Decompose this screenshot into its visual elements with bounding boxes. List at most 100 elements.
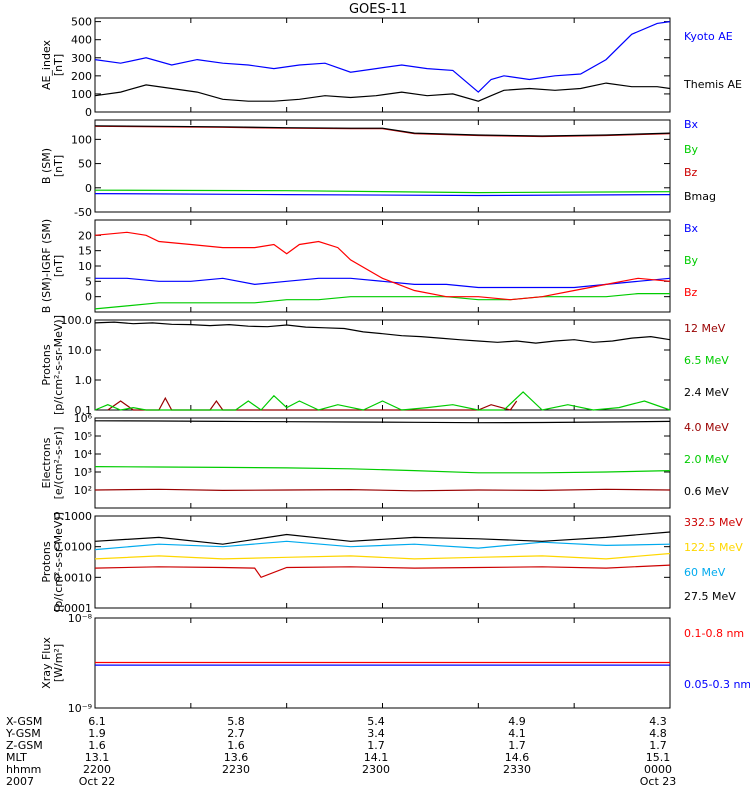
series-line-bz	[94, 231, 671, 301]
legend-entry: 2.0 MeV	[684, 453, 729, 466]
series-line-12-mev	[107, 396, 518, 411]
footer-cell: 1.7	[367, 739, 385, 752]
panel-2: -50 0 50 100 B (SM) [nT] Bx By Bz Bmag	[40, 118, 716, 219]
legend-entry: Bmag	[684, 190, 716, 203]
y-tick-label: 10	[78, 260, 92, 273]
panel-frame	[94, 515, 671, 609]
y-axis-label: B (SM)	[40, 148, 53, 184]
footer-cell: Oct 22	[79, 775, 116, 788]
footer-cell: 2230	[222, 763, 250, 776]
y-axis-label: B (SM)-IGRF (SM)	[40, 219, 53, 313]
panel-3: 0 5 10 15 20 B (SM)-IGRF (SM) [nT] Bx By Bz	[40, 219, 699, 313]
legend-entry: 27.5 MeV	[684, 590, 736, 603]
y-tick-label: 300	[71, 52, 92, 65]
footer-cell: 2.7	[227, 727, 245, 740]
y-tick-label: 10⁻⁹	[68, 702, 92, 715]
y-tick-label: 20	[78, 229, 92, 242]
y-axis-label: Electrons	[40, 437, 53, 488]
footer-cell: 3.4	[367, 727, 385, 740]
y-axis-label: [p/(cm²-s-sr-MeV)]	[52, 315, 65, 415]
footer-table: X-GSMY-GSMZ-GSMMLThhmm20076.11.91.613.12…	[5, 715, 676, 788]
y-tick-label: 10⁶	[74, 412, 93, 425]
panel-frame	[94, 417, 671, 509]
footer-row-label: Y-GSM	[5, 727, 41, 740]
legend-entry: 332.5 MeV	[684, 516, 743, 529]
panel-5: 10² 10³ 10⁴ 10⁵ 10⁶ Electrons [e/(cm²-s-sr)] 4.…	[40, 412, 729, 509]
series-line-60-mev	[94, 540, 671, 551]
footer-cell: 1.6	[88, 739, 106, 752]
series-line-bmag	[94, 125, 671, 137]
y-tick-label: 10.0	[68, 344, 93, 357]
panel-frame	[94, 219, 671, 313]
footer-cell: 5.8	[227, 715, 245, 728]
legend-entry: 12 MeV	[684, 322, 726, 335]
legend-entry: 6.5 MeV	[684, 354, 729, 367]
footer-row-label: 2007	[6, 775, 34, 788]
series-line-27-5-mev	[94, 531, 671, 545]
panel-4: 0.1 1.0 10.0 100.0 Protons [p/(cm²-s-sr-MeV)]…	[40, 314, 729, 417]
y-axis-label: Protons	[40, 541, 53, 582]
y-tick-label: 15	[78, 245, 92, 258]
y-tick-label: 400	[71, 34, 92, 47]
footer-cell: Oct 23	[640, 775, 677, 788]
footer-cell: 6.1	[88, 715, 106, 728]
y-axis-label: Protons	[40, 344, 53, 385]
y-tick-label: 0	[85, 106, 92, 119]
legend-entry: 0.6 MeV	[684, 485, 729, 498]
y-tick-label: 10⁻⁸	[68, 612, 93, 625]
legend-entry: 122.5 MeV	[684, 541, 743, 554]
y-tick-label: 1.0	[75, 374, 93, 387]
footer-cell: 1.6	[227, 739, 245, 752]
legend-entry: 4.0 MeV	[684, 421, 729, 434]
chart-title: GOES-11	[349, 2, 407, 17]
series-line-4-0-mev	[94, 488, 671, 492]
series-line-6-5-mev	[94, 391, 671, 411]
y-axis-label: AE_index	[40, 39, 53, 90]
legend-entry: 0.05-0.3 nm	[684, 678, 750, 691]
y-tick-label: 5	[85, 275, 92, 288]
y-axis-label: [e/(cm²-s-sr)]	[52, 427, 65, 500]
footer-cell: 4.1	[508, 727, 526, 740]
series-line-bx	[95, 277, 671, 289]
footer-cell: 4.8	[649, 727, 667, 740]
series-line-bx	[94, 193, 671, 197]
legend-entry: Bz	[684, 166, 698, 179]
panel-6: 0.0001 0.0010 0.0100 0.1000 Protons [p/(cm²-s…	[40, 510, 743, 615]
y-tick-label: 500	[71, 16, 92, 29]
y-axis-label: [p/(cm²-s-sr-MeV)]	[52, 512, 65, 612]
series-line-332-5-mev	[94, 564, 671, 579]
y-tick-label: 100.0	[61, 314, 93, 327]
y-tick-label: 0.0100	[54, 541, 93, 554]
footer-row-label: X-GSM	[6, 715, 42, 728]
legend-entry: 60 MeV	[684, 566, 726, 579]
footer-cell: 2330	[503, 763, 531, 776]
y-tick-label: 50	[78, 158, 92, 171]
panel-7: 10⁻⁹ 10⁻⁸ Xray Flux [W/m²] 0.1-0.8 nm 0.05-0.…	[40, 612, 750, 715]
footer-cell: 14.6	[505, 751, 530, 764]
footer-cell: 14.1	[364, 751, 389, 764]
footer-row-label: MLT	[6, 751, 27, 764]
footer-cell: 2300	[362, 763, 390, 776]
y-tick-label: 100	[71, 88, 92, 101]
series-line-2-4-mev	[94, 321, 671, 344]
y-axis-label: [nT]	[52, 255, 65, 277]
y-axis-label: [nT]	[52, 155, 65, 177]
panel-frame	[94, 119, 671, 213]
footer-row-label: hhmm	[6, 763, 41, 776]
footer-cell: 1.7	[649, 739, 667, 752]
legend-entry: Bz	[684, 286, 698, 299]
series-line-0-6-mev	[94, 420, 671, 424]
footer-cell: 13.6	[224, 751, 249, 764]
y-tick-label: 0	[85, 182, 92, 195]
y-tick-label: 10²	[74, 484, 92, 497]
series-line-122-5-mev	[94, 552, 671, 560]
y-tick-label: 0.0010	[54, 571, 93, 584]
legend-entry: 0.1-0.8 nm	[684, 627, 744, 640]
y-tick-label: -50	[74, 206, 92, 219]
legend-entry: Kyoto AE	[684, 30, 733, 43]
footer-cell: 4.9	[508, 715, 526, 728]
footer-cell: 0000	[644, 763, 672, 776]
footer-cell: 1.7	[508, 739, 526, 752]
